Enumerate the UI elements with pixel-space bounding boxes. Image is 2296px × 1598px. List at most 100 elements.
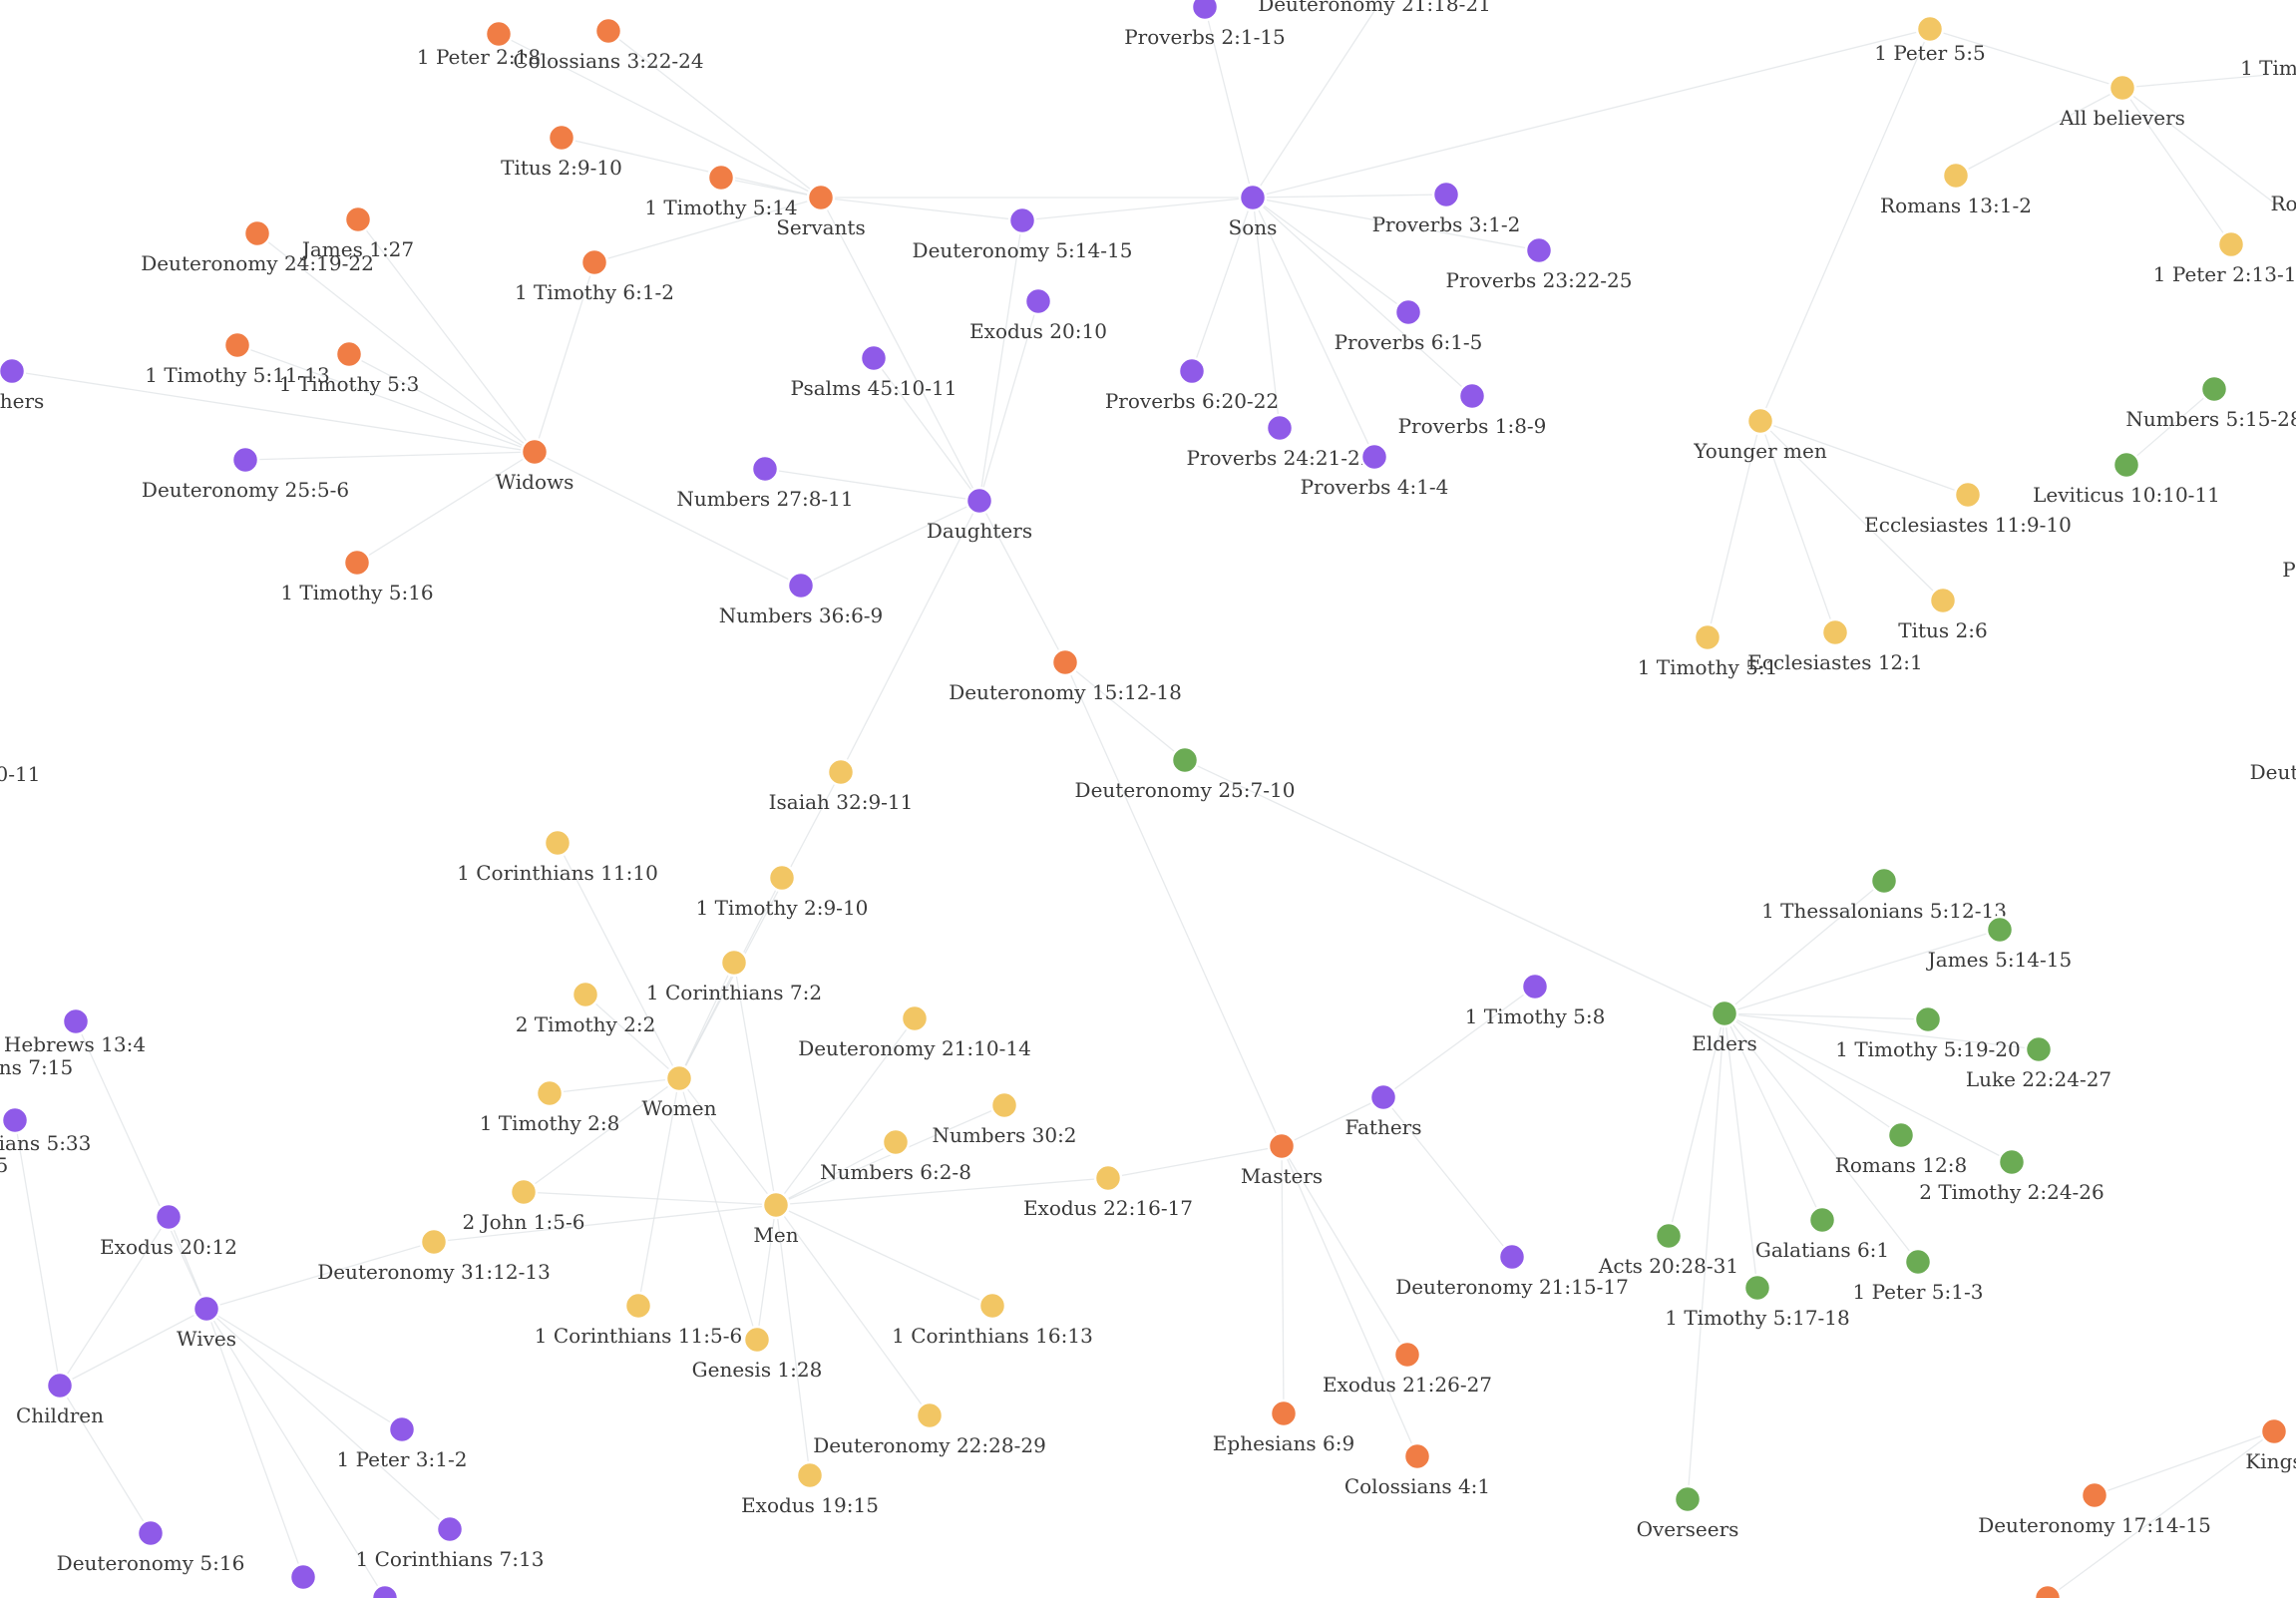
node-dot-green[interactable] <box>1997 1147 2027 1177</box>
graph-node[interactable]: Luke 22:24-27 <box>1966 1034 2111 1091</box>
graph-node[interactable]: 1 Peter 2:18 <box>417 19 541 69</box>
graph-node[interactable]: Isaiah 32:9-11 <box>769 757 914 814</box>
graph-node[interactable]: Sons <box>1229 183 1278 239</box>
node-dot-purple[interactable] <box>1023 286 1053 316</box>
node-dot-purple[interactable] <box>1497 1242 1527 1272</box>
graph-node[interactable]: Proverbs 23:22-25 <box>1445 235 1633 292</box>
graph-node[interactable]: 1 Timothy 6:1-2 <box>515 247 674 304</box>
graph-node[interactable]: 1 Peter 2:13-17 <box>2153 229 2296 286</box>
node-dot-green[interactable] <box>2024 1034 2054 1064</box>
graph-node[interactable]: 2 John 1:5-6 <box>463 1177 585 1234</box>
node-dot-yellow[interactable] <box>761 1190 791 1220</box>
graph-node[interactable] <box>370 1583 400 1598</box>
node-dot-orange[interactable] <box>1050 647 1080 677</box>
node-dot-purple[interactable] <box>136 1518 166 1548</box>
node-dot-green[interactable] <box>2111 450 2141 480</box>
graph-node[interactable]: 1 Timothy 5:8 <box>1465 972 1606 1028</box>
graph-node[interactable]: Deuteronomy 25:5-6 <box>142 445 349 502</box>
graph-node[interactable]: Children <box>16 1371 104 1427</box>
node-dot-purple[interactable] <box>1524 235 1554 265</box>
node-dot-purple[interactable] <box>1431 180 1461 209</box>
node-dot-orange[interactable] <box>484 19 514 49</box>
graph-node[interactable]: Ecclesiastes 12:1 <box>1747 617 1923 674</box>
node-dot-purple[interactable] <box>964 486 994 516</box>
node-dot-yellow[interactable] <box>1745 406 1775 436</box>
node-dot-yellow[interactable] <box>1093 1163 1123 1193</box>
node-dot-green[interactable] <box>1985 915 2015 945</box>
graph-node[interactable]: 1 Timothy 5:1 <box>1638 622 1778 679</box>
node-dot-orange[interactable] <box>579 247 609 277</box>
graph-node[interactable]: ians 5:33 <box>0 1105 91 1155</box>
graph-node[interactable]: Exodus 21:26-27 <box>1323 1340 1492 1397</box>
graph-node[interactable]: Masters <box>1241 1131 1323 1188</box>
graph-node[interactable] <box>2033 1583 2063 1598</box>
node-dot-purple[interactable] <box>191 1294 221 1324</box>
graph-node[interactable]: 1 Corinthians 7:13 <box>356 1514 545 1571</box>
graph-node[interactable]: Romans 12:8 <box>1835 1120 1967 1177</box>
node-dot-yellow[interactable] <box>900 1003 930 1033</box>
node-dot-purple[interactable] <box>154 1202 184 1232</box>
node-dot-yellow[interactable] <box>795 1460 825 1490</box>
node-dot-purple[interactable] <box>1393 297 1423 327</box>
graph-node[interactable]: Deuteronomy 17:14-15 <box>1978 1480 2211 1537</box>
graph-node[interactable]: Proverbs 3:1-2 <box>1372 180 1521 236</box>
graph-node[interactable]: 1 Thessalonians 5:12-13 <box>1761 866 2007 923</box>
node-dot-yellow[interactable] <box>826 757 856 787</box>
node-dot-green[interactable] <box>1869 866 1899 896</box>
node-dot-yellow[interactable] <box>1953 480 1983 510</box>
node-dot-orange[interactable] <box>520 437 550 467</box>
node-dot-yellow[interactable] <box>623 1291 653 1321</box>
node-dot-yellow[interactable] <box>989 1090 1019 1120</box>
graph-node[interactable]: Numbers 30:2 <box>932 1090 1077 1147</box>
node-dot-yellow[interactable] <box>2107 73 2137 103</box>
graph-node[interactable]: Younger men <box>1693 406 1827 463</box>
node-dot-yellow[interactable] <box>664 1063 694 1093</box>
node-dot-orange[interactable] <box>593 16 623 46</box>
graph-node[interactable]: 1 Timothy 2:9-10 <box>696 863 869 920</box>
graph-node[interactable]: Deuteronomy 22:28-29 <box>813 1400 1046 1457</box>
node-dot-purple[interactable] <box>0 1105 30 1135</box>
node-dot-purple[interactable] <box>1457 381 1487 411</box>
node-dot-orange[interactable] <box>1392 1340 1422 1370</box>
graph-node[interactable]: 1 Corinthians 7:2 <box>646 948 822 1004</box>
node-dot-orange[interactable] <box>1269 1398 1299 1428</box>
graph-node[interactable]: Deuteronomy 15:12-18 <box>949 647 1182 704</box>
graph-node[interactable]: Men <box>753 1190 799 1247</box>
graph-node[interactable]: Titus 2:9-10 <box>501 123 622 180</box>
node-dot-green[interactable] <box>1886 1120 1916 1150</box>
node-dot-purple[interactable] <box>1238 183 1268 212</box>
graph-node[interactable]: Deuteronomy 21:10-14 <box>798 1003 1031 1060</box>
node-dot-purple[interactable] <box>61 1006 91 1036</box>
node-dot-yellow[interactable] <box>767 863 797 893</box>
node-dot-yellow[interactable] <box>2216 229 2246 259</box>
graph-node[interactable]: Proverbs 24:21-22 <box>1186 413 1373 470</box>
graph-node[interactable]: Exodus 19:15 <box>741 1460 879 1517</box>
node-dot-green[interactable] <box>1710 999 1739 1028</box>
graph-node[interactable]: 1 Peter 5:5 <box>1874 14 1986 65</box>
graph-node[interactable]: 2 Timothy 2:2 <box>516 980 656 1036</box>
graph-node[interactable]: 1 Peter 3:1-2 <box>337 1414 468 1471</box>
graph-node[interactable]: Deuteronomy 25:7-10 <box>1075 745 1296 802</box>
node-dot-purple[interactable] <box>387 1414 417 1444</box>
node-dot-yellow[interactable] <box>977 1291 1007 1321</box>
node-dot-purple[interactable] <box>786 571 816 600</box>
graph-node[interactable]: others <box>0 356 44 413</box>
node-dot-purple[interactable] <box>435 1514 465 1544</box>
graph-node[interactable]: 1 Corinthians 11:10 <box>457 828 658 885</box>
graph-node[interactable] <box>288 1562 318 1592</box>
graph-node[interactable]: Deuteronomy 21:15-17 <box>1395 1242 1629 1299</box>
graph-node[interactable]: Romans 13:1-2 <box>1880 161 2032 217</box>
graph-node[interactable]: Titus 2:6 <box>1898 586 1988 642</box>
graph-node[interactable]: Proverbs 1:8-9 <box>1398 381 1547 438</box>
graph-node[interactable]: Exodus 20:12 <box>100 1202 237 1259</box>
node-dot-green[interactable] <box>1654 1221 1684 1251</box>
node-dot-green[interactable] <box>1742 1273 1772 1303</box>
node-dot-yellow[interactable] <box>1820 617 1850 647</box>
graph-node[interactable]: Numbers 5:15-28 <box>2125 374 2296 431</box>
node-dot-purple[interactable] <box>1177 356 1207 386</box>
node-dot-orange[interactable] <box>2080 1480 2109 1510</box>
graph-node[interactable]: Proverbs 6:20-22 <box>1105 356 1279 413</box>
node-dot-yellow[interactable] <box>915 1400 945 1430</box>
node-dot-purple[interactable] <box>45 1371 75 1400</box>
